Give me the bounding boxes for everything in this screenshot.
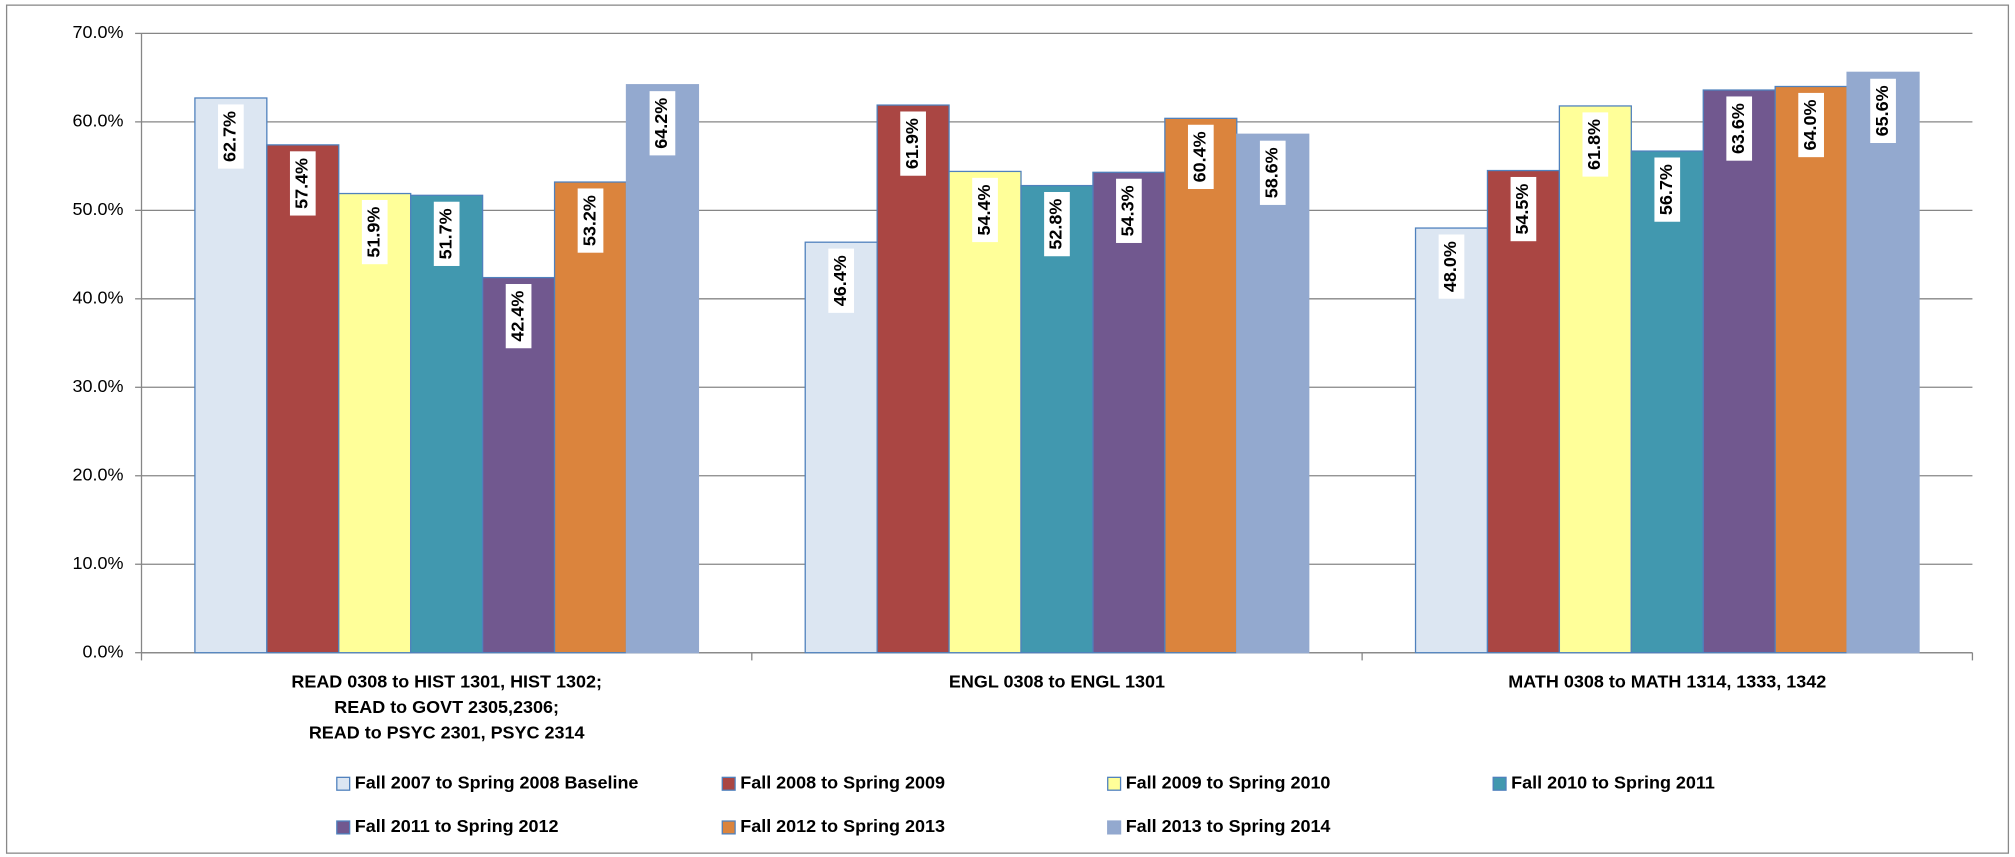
value-label-box <box>577 188 604 253</box>
x-tick-label: MATH 0308 to MATH 1314, 1333, 1342 <box>1508 671 1826 691</box>
value-label-box <box>900 111 926 176</box>
value-label-box <box>1870 78 1896 144</box>
value-label-box <box>1798 92 1824 158</box>
value-label: 54.5% <box>1512 184 1532 235</box>
value-label: 46.4% <box>830 255 850 306</box>
bar <box>1092 171 1166 654</box>
legend-label: Fall 2012 to Spring 2013 <box>740 816 945 836</box>
value-label: 51.9% <box>363 207 383 258</box>
value-label: 56.7% <box>1656 164 1676 215</box>
value-label-box <box>972 177 998 243</box>
value-label: 42.4% <box>507 291 527 342</box>
value-label-box <box>1044 192 1070 257</box>
value-label: 58.6% <box>1262 147 1282 198</box>
value-label: 54.3% <box>1118 185 1138 236</box>
y-tick-label: 30.0% <box>73 376 124 396</box>
value-label: 65.6% <box>1872 85 1892 136</box>
bar <box>194 97 268 654</box>
bar <box>1164 117 1238 654</box>
bar <box>1774 85 1848 654</box>
bar <box>553 181 628 654</box>
x-tick-label-line: MATH 0308 to MATH 1314, 1333, 1342 <box>1508 671 1826 691</box>
value-label: 62.7% <box>220 111 240 162</box>
value-label-box <box>433 201 460 266</box>
value-label: 52.8% <box>1046 199 1066 250</box>
value-label-box <box>649 91 676 156</box>
legend-swatch <box>1107 776 1122 791</box>
value-label: 61.8% <box>1584 119 1604 170</box>
legend-label: Fall 2010 to Spring 2011 <box>1511 773 1715 793</box>
legend-swatch <box>336 820 351 835</box>
value-label-box <box>361 199 388 265</box>
x-tick-label: ENGL 0308 to ENGL 1301 <box>949 671 1165 691</box>
legend-label: Fall 2013 to Spring 2014 <box>1126 816 1331 836</box>
bar <box>948 170 1022 654</box>
x-tick-label-line: READ to PSYC 2301, PSYC 2314 <box>309 722 585 742</box>
y-tick-label: 50.0% <box>73 199 124 219</box>
bar <box>625 84 700 654</box>
bar <box>338 192 412 654</box>
legend-label: Fall 2008 to Spring 2009 <box>740 773 945 793</box>
legend-label: Fall 2011 to Spring 2012 <box>355 816 559 836</box>
x-tick-label-line: ENGL 0308 to ENGL 1301 <box>949 671 1165 691</box>
y-tick-label: 40.0% <box>73 288 124 308</box>
bar <box>1630 150 1704 654</box>
value-label: 48.0% <box>1440 241 1460 292</box>
value-label: 63.6% <box>1728 103 1748 154</box>
bar <box>1558 105 1632 654</box>
bar <box>1236 133 1310 654</box>
bar <box>1020 184 1094 654</box>
value-label: 60.4% <box>1190 131 1210 182</box>
value-label-box <box>289 151 316 216</box>
bar <box>1486 169 1561 654</box>
bar <box>1846 71 1920 654</box>
bar <box>1414 227 1489 654</box>
value-label-box <box>1510 176 1537 242</box>
legend-label: Fall 2009 to Spring 2010 <box>1126 773 1331 793</box>
value-label: 64.2% <box>651 98 671 149</box>
value-label-box <box>1438 234 1465 299</box>
y-tick-label: 20.0% <box>73 465 124 485</box>
value-label: 64.0% <box>1800 100 1820 151</box>
value-label: 54.4% <box>974 184 994 235</box>
value-label: 57.4% <box>292 158 312 209</box>
x-tick-label-line: READ to GOVT 2305,2306; <box>334 697 559 717</box>
legend-swatch <box>336 776 351 791</box>
bar <box>1702 89 1776 654</box>
value-label-box <box>828 248 855 313</box>
bar <box>876 104 950 654</box>
y-tick-label: 10.0% <box>73 553 124 573</box>
bar <box>410 194 484 654</box>
legend-swatch <box>721 820 736 835</box>
value-label-box <box>1726 96 1753 161</box>
value-label-box <box>505 284 532 349</box>
value-label-box <box>1187 124 1214 190</box>
value-label-box <box>218 104 244 169</box>
bar <box>266 144 340 654</box>
value-label: 61.9% <box>902 118 922 169</box>
value-label-box <box>1582 112 1609 177</box>
x-tick-label-line: READ 0308 to HIST 1301, HIST 1302; <box>291 671 602 691</box>
value-label: 51.7% <box>435 208 455 259</box>
value-label-box <box>1116 178 1142 243</box>
legend-label: Fall 2007 to Spring 2008 Baseline <box>355 773 639 793</box>
x-tick-label: READ 0308 to HIST 1301, HIST 1302; READ t… <box>291 671 602 742</box>
y-tick-label: 60.0% <box>73 111 124 131</box>
value-label-box <box>1654 157 1681 222</box>
legend-swatch <box>721 776 736 791</box>
legend-swatch <box>1107 820 1122 835</box>
y-tick-label: 70.0% <box>73 22 124 42</box>
value-label-box <box>1259 140 1286 205</box>
y-tick-label: 0.0% <box>83 641 124 661</box>
legend-swatch <box>1492 776 1507 791</box>
value-label: 53.2% <box>579 195 599 246</box>
